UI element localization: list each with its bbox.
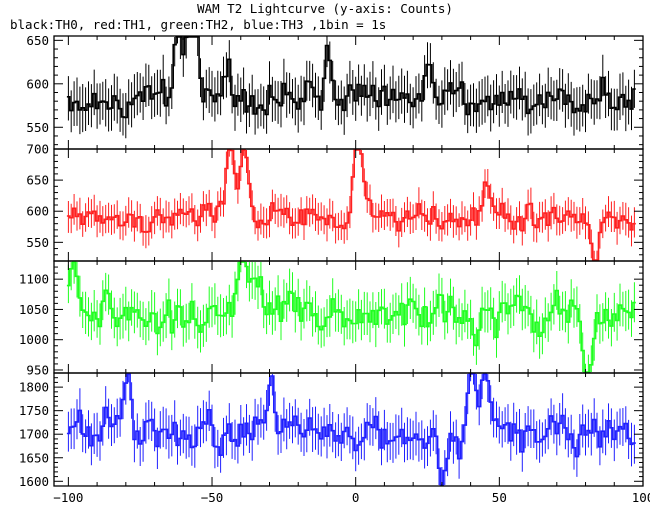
x-tick-label: −100 [53, 490, 83, 505]
y-tick-label: 550 [26, 235, 49, 250]
series-line-th0 [66, 36, 636, 119]
series-line-th3 [66, 373, 636, 486]
y-tick-label: 1800 [19, 380, 49, 395]
series-th1 [66, 149, 636, 261]
y-tick-label: 1100 [19, 272, 49, 287]
y-tick-label: 600 [26, 76, 49, 91]
chart-subtitle: black:TH0, red:TH1, green:TH2, blue:TH3 … [10, 17, 387, 32]
series-th2 [66, 261, 636, 373]
y-tick-label: 1750 [19, 403, 49, 418]
x-tick-label: 50 [492, 490, 507, 505]
series-th3 [66, 373, 636, 486]
y-tick-label: 1600 [19, 474, 49, 489]
y-tick-label: 1000 [19, 332, 49, 347]
y-tick-label: 700 [26, 142, 49, 157]
y-tick-label: 550 [26, 120, 49, 135]
series-line-th2 [66, 261, 636, 373]
y-tick-label: 1650 [19, 450, 49, 465]
x-tick-label: −50 [201, 490, 224, 505]
y-tick-label: 650 [26, 33, 49, 48]
y-tick-label: 1700 [19, 427, 49, 442]
panel-frame-th2 [53, 260, 644, 374]
panel-frame-th1 [53, 148, 644, 262]
series-line-th1 [66, 149, 636, 261]
series-th0 [66, 36, 636, 139]
x-tick-label: 100 [632, 490, 650, 505]
chart-title: WAM T2 Lightcurve (y-axis: Counts) [197, 1, 453, 16]
y-tick-label: 600 [26, 204, 49, 219]
y-tick-label: 650 [26, 173, 49, 188]
x-tick-label: 0 [352, 490, 360, 505]
y-tick-label: 1050 [19, 302, 49, 317]
y-tick-label: 950 [26, 362, 49, 377]
